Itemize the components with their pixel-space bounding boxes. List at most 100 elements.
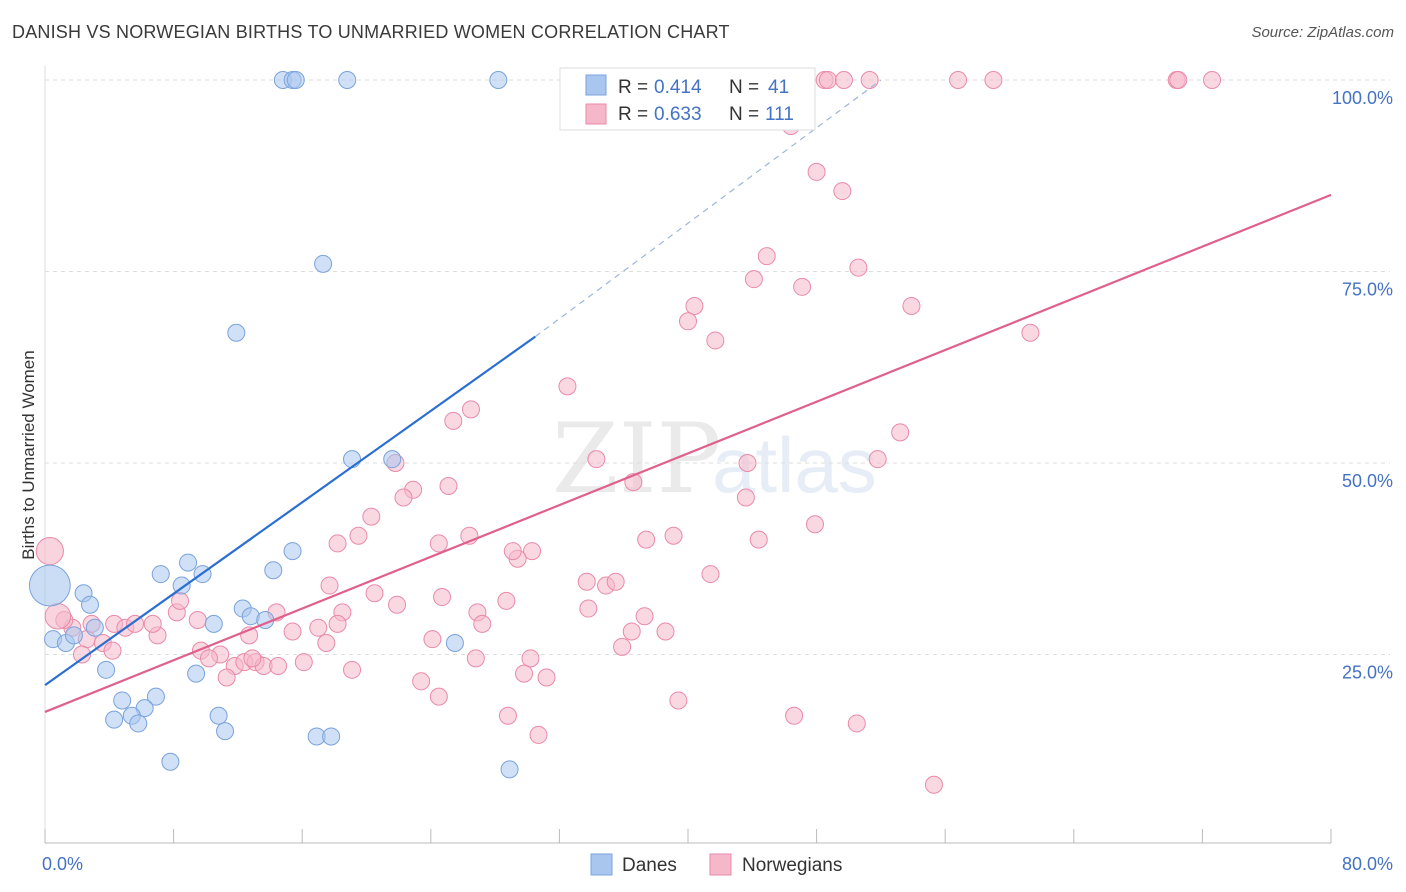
norwegians-point [515,664,534,683]
norwegians-point [744,270,763,289]
y-tick-label: 75.0% [1342,280,1393,300]
danes-point [129,714,148,733]
stats-legend: R = 0.414 N = 41 R = 0.633 N = 111 [559,67,816,131]
bottom-legend-label-danes: Danes [622,855,677,876]
norwegians-point [868,450,887,469]
danes-point [179,553,198,572]
norwegians-point [579,599,598,618]
norwegians-point [388,595,407,614]
danes-point [500,760,519,779]
norwegians-point [1021,323,1040,342]
norwegians-point [805,515,824,534]
legend-n-label-danes: N = [729,77,759,98]
danes-point [338,71,357,89]
danes-point [85,618,104,637]
norwegians-point [269,656,288,675]
norwegians-point [738,454,757,472]
norwegians-point [362,507,381,526]
danes-trend-line [44,335,536,687]
x-axis-ticks [44,829,1332,843]
y-tick-label: 100.0% [1332,88,1393,108]
norwegians-point [834,71,853,89]
norwegians-point [394,488,413,507]
norwegians-point [669,691,688,710]
grid-lines [45,79,1390,655]
norwegians-point [429,687,448,706]
norwegians-point [949,71,968,89]
norwegians-point [243,649,262,668]
series-legend: Danes Norwegians [590,853,842,876]
norwegians-point [587,450,606,469]
norwegians-point [143,614,162,633]
norwegians-point [498,706,517,725]
legend-r-label-norwegians: R = [618,104,648,125]
norwegians-point [473,614,492,633]
norwegians-point [701,565,720,584]
norwegians-point [429,534,448,553]
danes-point [283,542,302,561]
norwegians-point [635,607,654,626]
bottom-legend-label-norwegians: Norwegians [742,855,842,876]
danes-point [209,706,228,725]
danes-point [286,71,305,89]
danes-point [445,634,464,653]
norwegians-point [807,162,826,181]
norwegians-point [294,653,313,672]
norwegians-point [283,622,302,641]
norwegians-point [171,591,190,610]
norwegians-point [537,668,556,687]
norwegians-trend-line [44,193,1332,713]
norwegians-point [606,572,625,591]
norwegians-point [199,649,218,668]
norwegians-point [72,645,91,664]
danes-point [81,595,100,614]
norwegians-point [320,576,339,595]
danes-point [227,323,246,342]
norwegians-point [328,534,347,553]
norwegians-point [126,614,145,633]
norwegians-point [439,476,458,495]
norwegians-point [309,618,328,637]
norwegians-point [656,622,675,641]
legend-r-label-danes: R = [618,77,648,98]
norwegians-point [757,247,776,266]
norwegians-point [749,530,768,549]
norwegians-point [984,71,1003,89]
norwegians-points [35,71,1222,794]
norwegians-point [847,714,866,733]
norwegians-point [1203,71,1222,89]
norwegians-point [1169,71,1188,89]
danes-point [161,752,180,771]
norwegians-point [706,331,725,350]
norwegians-point [433,588,452,607]
norwegians-point [860,71,879,89]
norwegians-point [317,634,336,653]
norwegians-point [466,649,485,668]
norwegians-point [685,296,704,315]
norwegians-point [497,591,516,610]
norwegians-point [217,668,236,687]
danes-point [187,664,206,683]
norwegians-point [529,725,548,744]
legend-swatch-danes [585,74,607,96]
danes-point [343,450,362,469]
legend-r-value-danes: 0.414 [654,77,702,98]
danes-point [322,727,341,746]
norwegians-point [902,296,921,315]
danes-point [314,254,333,273]
norwegians-point [679,312,697,331]
danes-point [383,450,402,469]
legend-n-value-danes: 41 [768,77,789,98]
danes-point [64,626,83,645]
norwegians-point [577,572,596,591]
norwegians-point [849,258,868,277]
norwegians-point [343,660,362,679]
norwegians-point [328,614,347,633]
danes-point [146,687,165,706]
legend-r-value-norwegians: 0.633 [654,104,702,125]
bottom-legend-swatch-danes [590,853,613,876]
legend-swatch-norwegians [585,103,607,125]
norwegians-point [365,584,384,603]
x-tick-label: 80.0% [1342,854,1393,874]
danes-point [489,71,508,89]
